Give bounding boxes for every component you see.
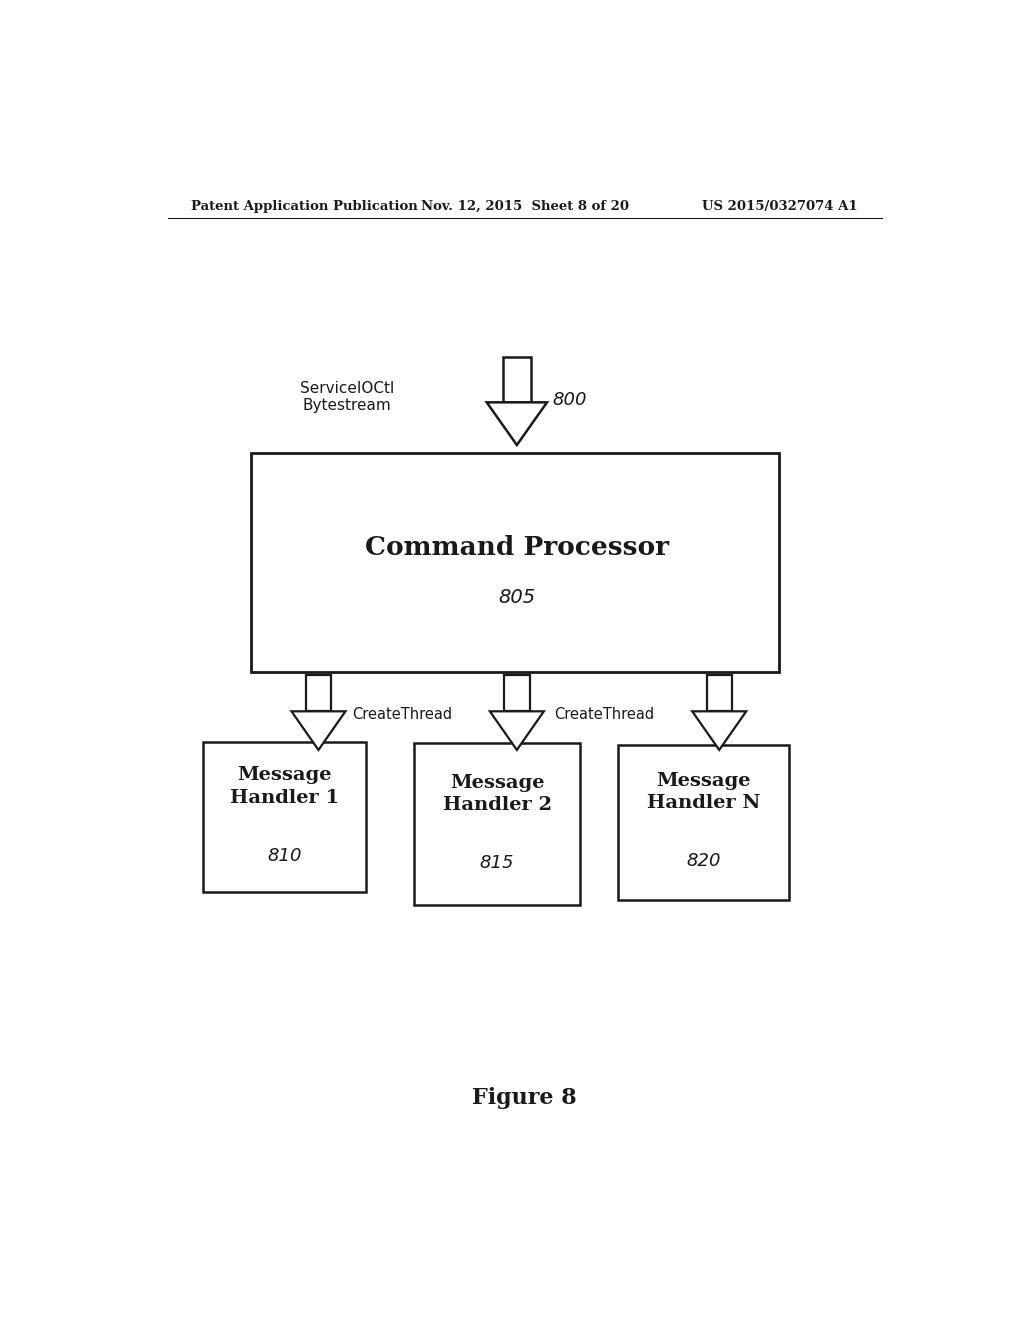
Polygon shape xyxy=(489,711,544,750)
Text: CreateThread: CreateThread xyxy=(351,708,452,722)
Bar xyxy=(306,675,331,711)
Text: Message
Handler 2: Message Handler 2 xyxy=(442,774,552,813)
Text: US 2015/0327074 A1: US 2015/0327074 A1 xyxy=(702,199,858,213)
Text: 800: 800 xyxy=(553,391,587,409)
Bar xyxy=(503,356,531,403)
Text: Command Processor: Command Processor xyxy=(365,535,669,560)
Polygon shape xyxy=(692,711,746,750)
Text: Figure 8: Figure 8 xyxy=(472,1086,578,1109)
Bar xyxy=(504,675,529,711)
Bar xyxy=(618,744,790,900)
Text: Message
Handler 1: Message Handler 1 xyxy=(230,767,339,807)
Text: 815: 815 xyxy=(480,854,514,871)
Text: 810: 810 xyxy=(267,846,302,865)
Bar xyxy=(707,675,732,711)
Text: Nov. 12, 2015  Sheet 8 of 20: Nov. 12, 2015 Sheet 8 of 20 xyxy=(421,199,629,213)
Text: 805: 805 xyxy=(499,587,536,607)
Bar xyxy=(251,453,778,672)
Text: Patent Application Publication: Patent Application Publication xyxy=(191,199,418,213)
Polygon shape xyxy=(292,711,345,750)
Bar xyxy=(414,743,581,906)
Text: ServiceIOCtl
Bytestream: ServiceIOCtl Bytestream xyxy=(300,381,394,413)
Text: Message
Handler N: Message Handler N xyxy=(647,772,761,812)
Bar xyxy=(204,742,367,892)
Text: CreateThread: CreateThread xyxy=(554,708,654,722)
Polygon shape xyxy=(486,403,547,445)
Text: 820: 820 xyxy=(686,853,721,870)
